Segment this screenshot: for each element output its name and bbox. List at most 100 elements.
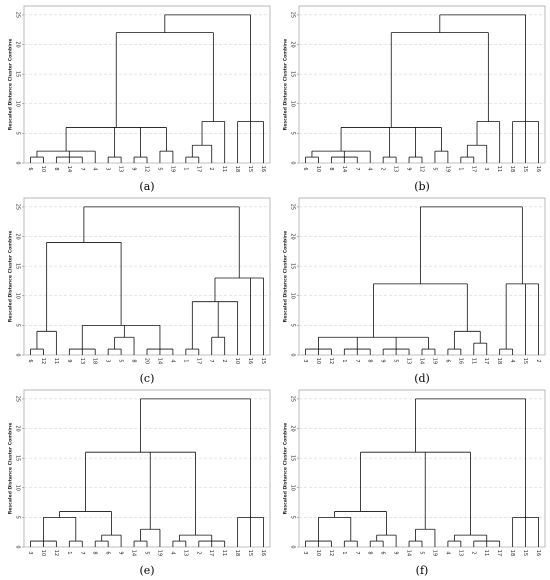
leaf-label: 2	[221, 359, 227, 362]
leaf-label: 11	[470, 358, 476, 364]
leaf-label: 16	[260, 166, 266, 172]
leaf-label: 3	[483, 167, 489, 170]
plot-frame	[23, 389, 271, 548]
leaf-label: 13	[79, 358, 85, 364]
leaf-label: 19	[431, 550, 437, 556]
y-tick-label: 20	[290, 233, 296, 239]
leaf-label: 3	[27, 551, 33, 554]
leaf-label: 14	[419, 358, 425, 364]
leaf-label: 15	[247, 166, 253, 172]
y-axis-label: Rescaled Distance Cluster Combine	[283, 231, 289, 323]
y-tick-label: 20	[15, 425, 21, 431]
leaf-label: 10	[234, 358, 240, 364]
leaf-label: 12	[328, 550, 334, 556]
y-tick-label: 25	[15, 12, 21, 18]
y-tick-label: 10	[290, 101, 296, 107]
leaf-label: 14	[406, 550, 412, 556]
y-tick-label: 10	[290, 293, 296, 299]
leaf-label: 7	[208, 359, 214, 362]
leaf-label: 1	[457, 167, 463, 170]
leaf-label: 3	[105, 167, 111, 170]
leaf-label: 4	[169, 359, 175, 362]
leaf-label: 2	[535, 359, 541, 362]
leaf-label: 19	[444, 166, 450, 172]
leaf-label: 5	[419, 551, 425, 554]
leaf-label: 13	[393, 166, 399, 172]
y-tick-label: 5	[15, 132, 21, 135]
leaf-label: 14	[156, 358, 162, 364]
leaf-label: 9	[393, 551, 399, 554]
leaf-label: 17	[496, 550, 502, 556]
leaf-label: 18	[496, 358, 502, 364]
leaf-label: 18	[234, 166, 240, 172]
leaf-label: 8	[367, 551, 373, 554]
leaf-label: 17	[483, 358, 489, 364]
leaf-label: 14	[131, 550, 137, 556]
plot-frame	[298, 5, 546, 164]
y-tick-label: 25	[15, 396, 21, 402]
leaf-label: 9	[406, 167, 412, 170]
leaf-label: 15	[522, 550, 528, 556]
y-tick-label: 10	[15, 101, 21, 107]
plot-frame	[298, 197, 546, 356]
y-tick-label: 25	[290, 396, 296, 402]
caption: (f)	[416, 564, 429, 577]
y-axis-label: Rescaled Distance Cluster Combine	[283, 423, 289, 515]
leaf-label: 13	[118, 166, 124, 172]
y-tick-label: 0	[290, 545, 296, 548]
y-axis-label: Rescaled Distance Cluster Combine	[8, 231, 14, 323]
leaf-label: 11	[221, 166, 227, 172]
y-tick-label: 15	[15, 263, 21, 269]
y-tick-label: 15	[290, 263, 296, 269]
y-tick-label: 5	[290, 132, 296, 135]
leaf-label: 10	[40, 550, 46, 556]
leaf-label: 9	[66, 359, 72, 362]
leaf-label: 16	[535, 550, 541, 556]
leaf-label: 12	[144, 166, 150, 172]
leaf-label: 15	[522, 166, 528, 172]
leaf-label: 1	[341, 551, 347, 554]
leaf-label: 3	[302, 359, 308, 362]
leaf-label: 8	[131, 359, 137, 362]
y-tick-label: 15	[290, 71, 296, 77]
y-tick-label: 20	[290, 425, 296, 431]
leaf-label: 12	[53, 550, 59, 556]
leaf-label: 17	[195, 358, 201, 364]
leaf-label: 4	[444, 551, 450, 554]
leaf-label: 11	[496, 166, 502, 172]
plot-frame	[298, 389, 546, 548]
y-tick-label: 10	[15, 485, 21, 491]
y-tick-label: 15	[15, 71, 21, 77]
leaf-label: 13	[182, 550, 188, 556]
leaf-label: 17	[208, 550, 214, 556]
leaf-label: 10	[315, 358, 321, 364]
y-tick-label: 15	[15, 455, 21, 461]
leaf-label: 19	[431, 358, 437, 364]
leaf-label: 12	[328, 358, 334, 364]
y-axis-label: Rescaled Distance Cluster Combine	[8, 39, 14, 131]
leaf-label: 5	[431, 167, 437, 170]
leaf-label: 16	[535, 166, 541, 172]
leaf-label: 8	[53, 167, 59, 170]
leaf-label: 19	[156, 550, 162, 556]
caption: (e)	[139, 564, 154, 577]
leaf-label: 7	[354, 551, 360, 554]
caption: (b)	[414, 180, 430, 193]
leaf-label: 10	[315, 166, 321, 172]
leaf-label: 16	[457, 358, 463, 364]
leaf-label: 2	[470, 551, 476, 554]
leaf-label: 4	[509, 359, 515, 362]
leaf-label: 11	[483, 550, 489, 556]
y-tick-label: 5	[15, 324, 21, 327]
y-tick-label: 0	[290, 161, 296, 164]
leaf-label: 7	[79, 551, 85, 554]
leaf-label: 2	[380, 167, 386, 170]
leaf-label: 18	[92, 358, 98, 364]
y-tick-label: 20	[15, 233, 21, 239]
leaf-label: 1	[182, 167, 188, 170]
leaf-label: 13	[457, 550, 463, 556]
y-tick-label: 0	[15, 545, 21, 548]
leaf-label: 2	[208, 167, 214, 170]
leaf-label: 9	[118, 551, 124, 554]
